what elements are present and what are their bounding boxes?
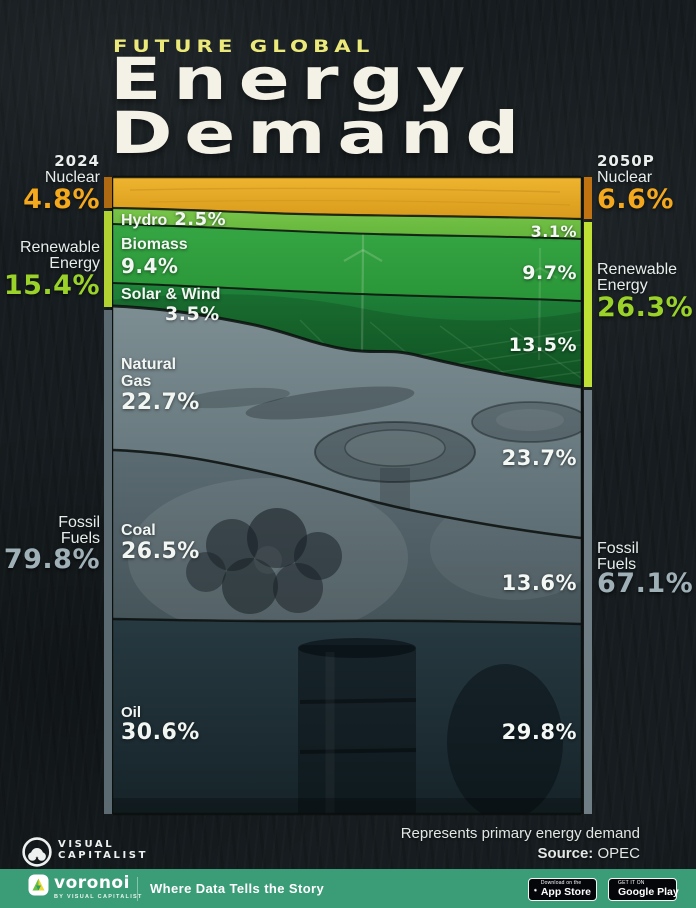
hydro-value-2050: 3.1% — [530, 222, 577, 241]
hydro-label-row: Hydro 2.5% — [121, 209, 226, 230]
oil-value: 30.6% — [121, 720, 200, 745]
hydro-value: 2.5% — [174, 209, 227, 230]
coal-label: Coal — [121, 522, 156, 539]
voronoi-wordmark: voronoi — [54, 873, 130, 893]
biomass-label: Biomass — [121, 236, 188, 253]
solar-wind-label: Solar & Wind — [121, 286, 221, 303]
left-renewable-label: Renewable Energy — [19, 239, 100, 272]
oil-value-2050: 29.8% — [501, 720, 577, 744]
year-right: 2050P — [597, 152, 655, 170]
voronoi-logo[interactable]: voronoi BY VISUAL CAPITALIST — [28, 874, 143, 900]
strip-right-nuclear — [584, 177, 592, 219]
oil-label: Oil — [121, 704, 142, 721]
biomass-value: 9.4% — [121, 254, 179, 278]
source-line: Source: OPEC — [537, 845, 640, 862]
voronoi-byline: BY VISUAL CAPITALIST — [54, 894, 143, 900]
voronoi-icon — [28, 874, 49, 896]
visual-capitalist-wordmark: VISUAL CAPITALIST — [58, 839, 149, 861]
brand-bar-divider — [137, 877, 138, 901]
google-play-label: Google Play — [618, 886, 679, 899]
title-kicker: FUTURE GLOBAL — [113, 37, 375, 57]
strip-right-renewable — [584, 222, 592, 387]
strip-left-renewable — [104, 211, 112, 307]
natural-gas-value-2050: 23.7% — [501, 446, 577, 470]
source-label: Source: — [537, 845, 594, 862]
strip-left-fossil — [104, 310, 112, 814]
right-nuclear-value: 6.6% — [597, 184, 674, 215]
left-renewable-value: 15.4% — [3, 270, 100, 301]
chart-note: Represents primary energy demand — [400, 825, 640, 842]
google-play-badge[interactable]: GET IT ON Google Play — [608, 878, 679, 901]
biomass-value-2050: 9.7% — [522, 262, 577, 284]
right-fossil-label: Fossil Fuels — [597, 540, 639, 573]
solar-wind-value-2050: 13.5% — [508, 334, 577, 356]
wind-turbine-silhouettes — [343, 228, 558, 361]
natural-gas-value: 22.7% — [121, 390, 200, 415]
right-nuclear-label: Nuclear — [597, 169, 653, 186]
source-name: OPEC — [597, 845, 640, 862]
visual-capitalist-icon — [22, 837, 52, 867]
natural-gas-label: Natural Gas — [121, 356, 177, 390]
title-line-2: Demand — [110, 99, 532, 167]
right-renewable-value: 26.3% — [597, 292, 694, 323]
apple-icon — [534, 888, 537, 891]
strip-left-nuclear — [104, 177, 112, 208]
coal-value: 26.5% — [121, 539, 200, 564]
app-store-badge[interactable]: Download on the App Store — [528, 878, 597, 901]
solar-wind-value: 3.5% — [165, 303, 220, 325]
edge-strips — [104, 177, 592, 814]
left-nuclear-label: Nuclear — [44, 169, 100, 186]
coal-value-2050: 13.6% — [501, 571, 577, 595]
left-nuclear-value: 4.8% — [23, 184, 100, 215]
right-fossil-value: 67.1% — [597, 568, 694, 599]
strip-right-fossil — [584, 390, 592, 814]
hydro-label: Hydro — [121, 212, 168, 229]
year-left: 2024 — [54, 152, 100, 170]
brand-tagline: Where Data Tells the Story — [150, 881, 325, 896]
app-store-label: App Store — [540, 886, 591, 899]
google-play-tagline: GET IT ON — [618, 880, 645, 887]
left-fossil-value: 79.8% — [3, 544, 100, 575]
nuclear-texture — [129, 187, 571, 206]
left-fossil-label: Fossil Fuels — [58, 514, 100, 547]
app-store-tagline: Download on the — [540, 880, 582, 887]
right-renewable-label: Renewable Energy — [597, 261, 678, 294]
oil-barrel-texture — [113, 638, 581, 814]
title-line-1: Energy — [110, 45, 477, 113]
